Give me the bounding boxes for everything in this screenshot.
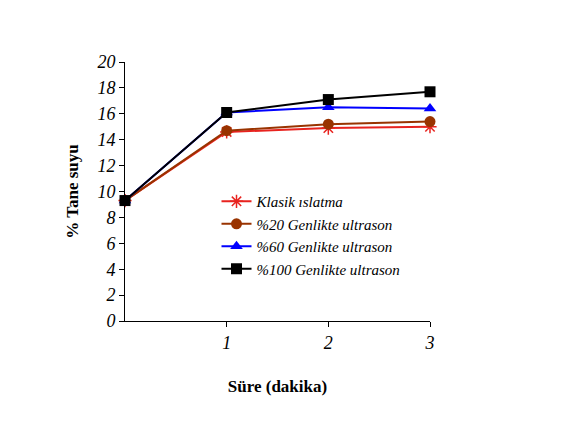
svg-text:Süre (dakika): Süre (dakika) [228, 377, 327, 396]
svg-text:%20 Genlikte ultrason: %20 Genlikte ultrason [257, 217, 393, 233]
svg-text:18: 18 [97, 78, 115, 98]
svg-text:1: 1 [222, 333, 231, 353]
svg-text:2: 2 [106, 285, 115, 305]
svg-text:% Tane suyu: % Tane suyu [63, 144, 82, 239]
svg-text:20: 20 [97, 52, 115, 72]
svg-text:%60 Genlikte ultrason: %60 Genlikte ultrason [257, 239, 393, 255]
svg-text:%100 Genlikte ultrason: %100 Genlikte ultrason [257, 262, 400, 278]
svg-text:14: 14 [97, 130, 115, 150]
svg-text:12: 12 [97, 156, 115, 176]
svg-text:10: 10 [97, 182, 115, 202]
svg-text:16: 16 [97, 104, 115, 124]
svg-text:Klasik ıslatma: Klasik ıslatma [256, 194, 343, 210]
svg-text:2: 2 [324, 333, 333, 353]
svg-text:8: 8 [106, 208, 115, 228]
svg-text:3: 3 [425, 333, 435, 353]
svg-text:6: 6 [106, 234, 115, 254]
svg-text:0: 0 [106, 311, 115, 331]
svg-text:4: 4 [106, 260, 115, 280]
